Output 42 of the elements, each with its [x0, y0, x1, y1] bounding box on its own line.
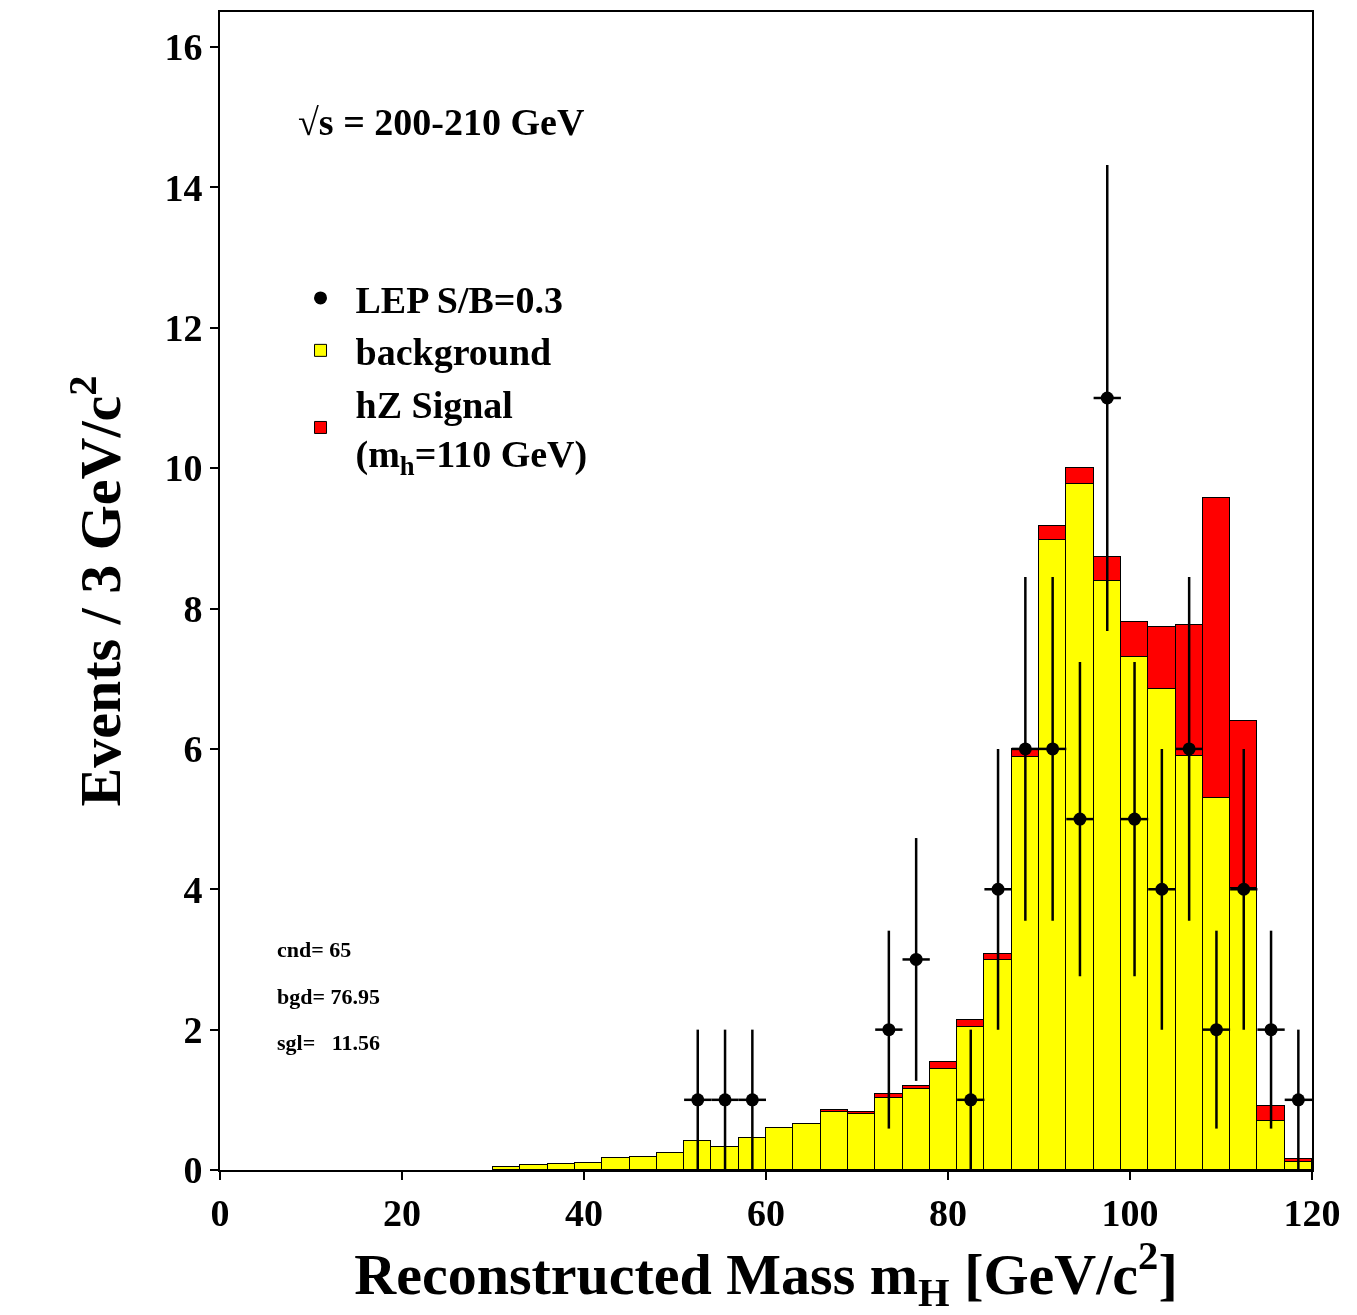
point	[1264, 1023, 1278, 1037]
point	[909, 952, 923, 966]
point	[1073, 812, 1087, 826]
point	[1291, 1093, 1305, 1107]
annotation: sgl= 11.56	[277, 1030, 380, 1055]
annotation: bgd= 76.95	[277, 984, 381, 1009]
point	[1182, 742, 1196, 756]
legend-label: background	[355, 331, 552, 374]
point	[1128, 812, 1142, 826]
point	[882, 1023, 896, 1037]
y-tick-label: 2	[183, 1008, 203, 1051]
y-tick-label: 12	[164, 307, 203, 350]
point	[718, 1093, 732, 1107]
point	[991, 882, 1005, 896]
legend-label: LEP S/B=0.3	[355, 278, 564, 321]
x-tick-label: 20	[383, 1191, 421, 1234]
x-tick-label: 0	[210, 1191, 230, 1234]
x-tick-label: 80	[929, 1191, 967, 1234]
y-tick-label: 6	[183, 728, 203, 771]
y-tick-label: 14	[164, 166, 203, 209]
legend-label: hZ Signal (m$_{h}$=110 GeV)	[355, 383, 588, 481]
x-tick-label: 100	[1101, 1191, 1159, 1234]
point	[1209, 1023, 1223, 1037]
point	[1046, 742, 1060, 756]
point	[1237, 882, 1251, 896]
x-tick-label: 60	[747, 1191, 785, 1234]
point	[1018, 742, 1032, 756]
y-tick-label: 8	[183, 587, 203, 630]
x-tick-label: 40	[565, 1191, 603, 1234]
x-axis-title: Reconstructed Mass m$_{H}$ [GeV/c$^{2}$]	[354, 1233, 1178, 1315]
point	[964, 1093, 978, 1107]
annotation: cnd= 65	[277, 937, 352, 962]
point	[1100, 391, 1114, 405]
x-tick-label: 120	[1283, 1191, 1341, 1234]
point	[745, 1093, 759, 1107]
annotation: √s = 200-210 GeV	[298, 101, 585, 143]
point	[1155, 882, 1169, 896]
y-tick-label: 0	[183, 1149, 203, 1192]
y-tick-label: 16	[164, 26, 203, 69]
y-tick-label: 4	[183, 868, 203, 911]
y-tick-label: 10	[164, 447, 203, 490]
point	[691, 1093, 705, 1107]
